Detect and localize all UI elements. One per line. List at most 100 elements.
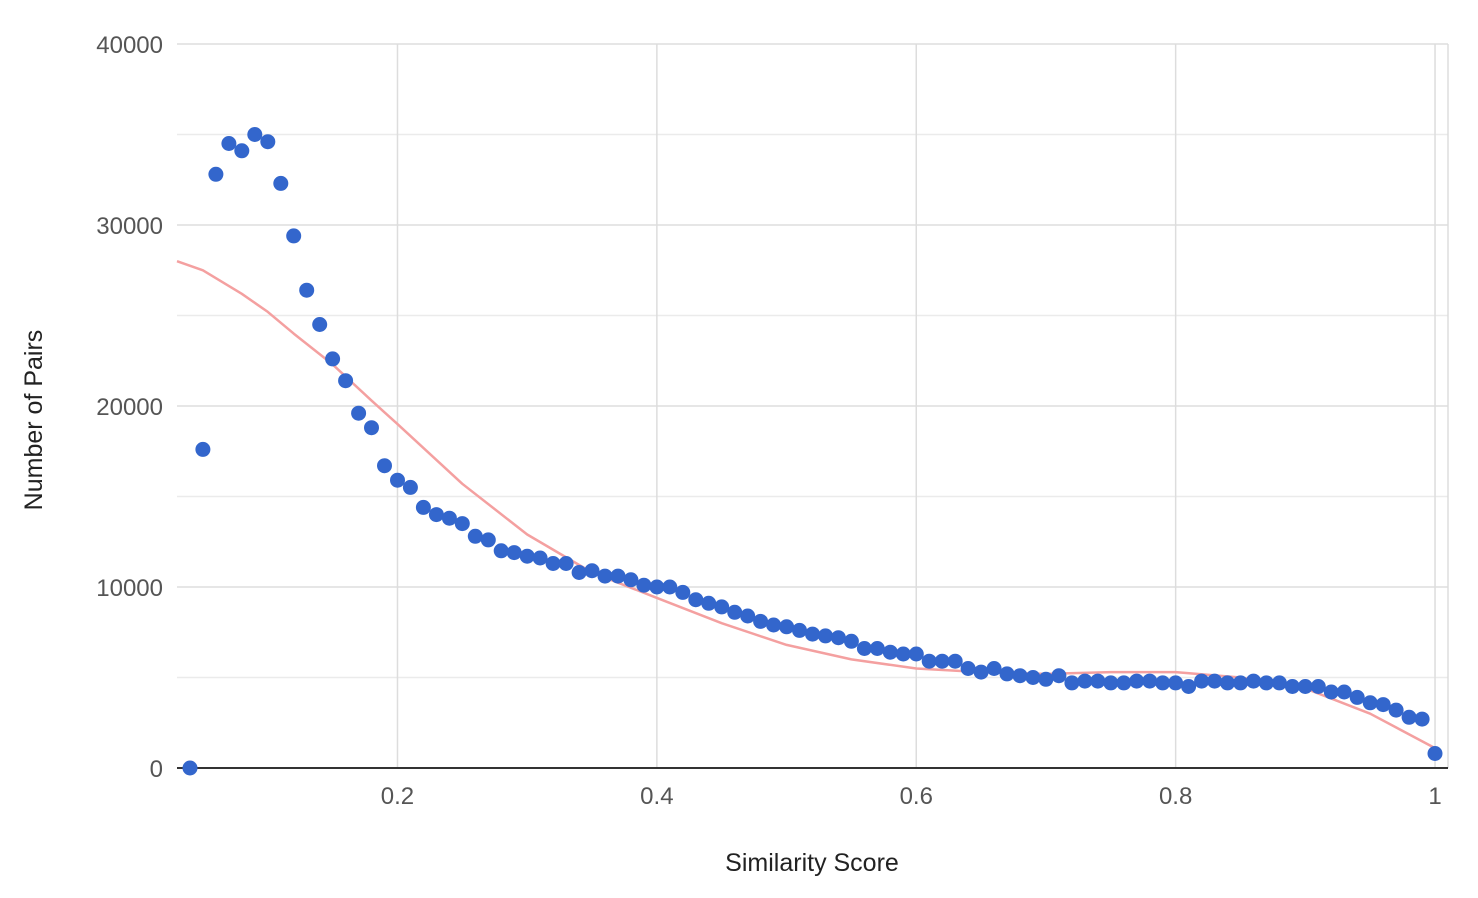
x-tick-label: 0.6 bbox=[900, 783, 933, 810]
data-point bbox=[584, 563, 600, 579]
data-point bbox=[1025, 670, 1041, 685]
data-point bbox=[1246, 673, 1261, 689]
data-point bbox=[571, 565, 587, 580]
data-point bbox=[1349, 689, 1365, 705]
data-point bbox=[1388, 702, 1404, 718]
data-points bbox=[182, 127, 1443, 776]
data-point bbox=[1077, 673, 1093, 689]
data-point bbox=[766, 617, 782, 633]
data-point bbox=[325, 351, 341, 367]
data-point bbox=[1051, 668, 1067, 684]
data-point bbox=[779, 619, 795, 635]
data-point bbox=[351, 405, 367, 421]
data-point bbox=[818, 628, 833, 644]
data-point bbox=[1129, 673, 1145, 689]
data-point bbox=[1362, 695, 1378, 711]
data-point bbox=[545, 556, 561, 571]
data-point bbox=[1116, 675, 1132, 691]
data-point bbox=[1375, 697, 1391, 713]
x-tick-label: 0.4 bbox=[640, 783, 673, 810]
data-point bbox=[986, 661, 1002, 676]
data-point bbox=[480, 532, 496, 548]
data-point bbox=[506, 545, 522, 561]
data-point bbox=[182, 760, 198, 776]
data-point bbox=[1168, 675, 1184, 691]
data-point bbox=[519, 548, 535, 564]
data-point bbox=[558, 556, 574, 571]
data-point bbox=[364, 420, 379, 436]
data-point bbox=[234, 143, 250, 159]
data-point bbox=[805, 626, 820, 642]
data-point bbox=[921, 653, 937, 669]
trendline-layer bbox=[176, 260, 1436, 750]
data-point bbox=[247, 127, 263, 142]
data-point bbox=[312, 317, 328, 332]
data-point bbox=[208, 166, 224, 182]
data-point bbox=[636, 577, 652, 593]
data-point bbox=[1155, 675, 1171, 691]
data-point bbox=[1310, 679, 1326, 694]
data-point bbox=[688, 592, 704, 608]
data-point bbox=[1271, 675, 1287, 691]
data-point bbox=[610, 568, 626, 584]
data-point bbox=[221, 136, 237, 151]
data-point bbox=[1103, 675, 1119, 691]
data-point bbox=[934, 653, 950, 669]
data-point bbox=[415, 499, 431, 515]
data-point bbox=[960, 661, 976, 676]
data-point bbox=[623, 572, 639, 588]
data-point bbox=[856, 641, 872, 656]
data-point bbox=[1207, 673, 1223, 689]
y-axis-title: Number of Pairs bbox=[20, 330, 48, 511]
data-point bbox=[1181, 679, 1197, 694]
data-point bbox=[1414, 711, 1430, 727]
data-point bbox=[947, 653, 963, 669]
data-point bbox=[1284, 679, 1300, 694]
data-point bbox=[662, 579, 678, 595]
data-point bbox=[299, 282, 315, 298]
y-tick-label: 20000 bbox=[96, 394, 163, 421]
data-point bbox=[792, 622, 807, 638]
data-point bbox=[402, 479, 418, 495]
data-point bbox=[377, 458, 392, 474]
data-point bbox=[740, 608, 756, 624]
data-point bbox=[1323, 684, 1339, 700]
data-point bbox=[999, 666, 1015, 682]
data-point bbox=[195, 441, 211, 457]
data-point bbox=[273, 175, 289, 191]
data-point bbox=[1090, 673, 1106, 689]
data-point bbox=[649, 579, 665, 595]
data-point bbox=[675, 584, 691, 600]
data-point bbox=[882, 644, 898, 660]
data-point bbox=[286, 228, 302, 244]
data-point bbox=[843, 633, 859, 649]
data-point bbox=[1064, 675, 1080, 691]
y-tick-label: 40000 bbox=[96, 32, 163, 59]
data-point bbox=[753, 613, 769, 629]
data-point bbox=[467, 528, 483, 544]
x-tick-label: 0.8 bbox=[1159, 783, 1192, 810]
data-point bbox=[908, 646, 924, 662]
x-axis-title: Similarity Score bbox=[725, 849, 899, 877]
data-point bbox=[1220, 675, 1235, 691]
x-tick-label: 1 bbox=[1428, 783, 1441, 810]
data-point bbox=[714, 599, 730, 615]
data-point bbox=[428, 507, 444, 523]
x-tick-label: 0.2 bbox=[381, 783, 414, 810]
data-point bbox=[1038, 671, 1054, 687]
data-point bbox=[830, 630, 846, 646]
y-tick-label: 10000 bbox=[96, 575, 163, 602]
data-point bbox=[1336, 684, 1352, 700]
data-point bbox=[1427, 746, 1443, 761]
data-point bbox=[1194, 673, 1210, 689]
data-point bbox=[260, 134, 276, 150]
data-point bbox=[1142, 673, 1158, 689]
data-point bbox=[390, 472, 405, 488]
data-point bbox=[1297, 679, 1313, 694]
data-point bbox=[701, 595, 717, 611]
data-point bbox=[441, 510, 457, 526]
trendline bbox=[176, 260, 1436, 750]
data-point bbox=[727, 604, 743, 620]
data-point bbox=[869, 641, 885, 656]
